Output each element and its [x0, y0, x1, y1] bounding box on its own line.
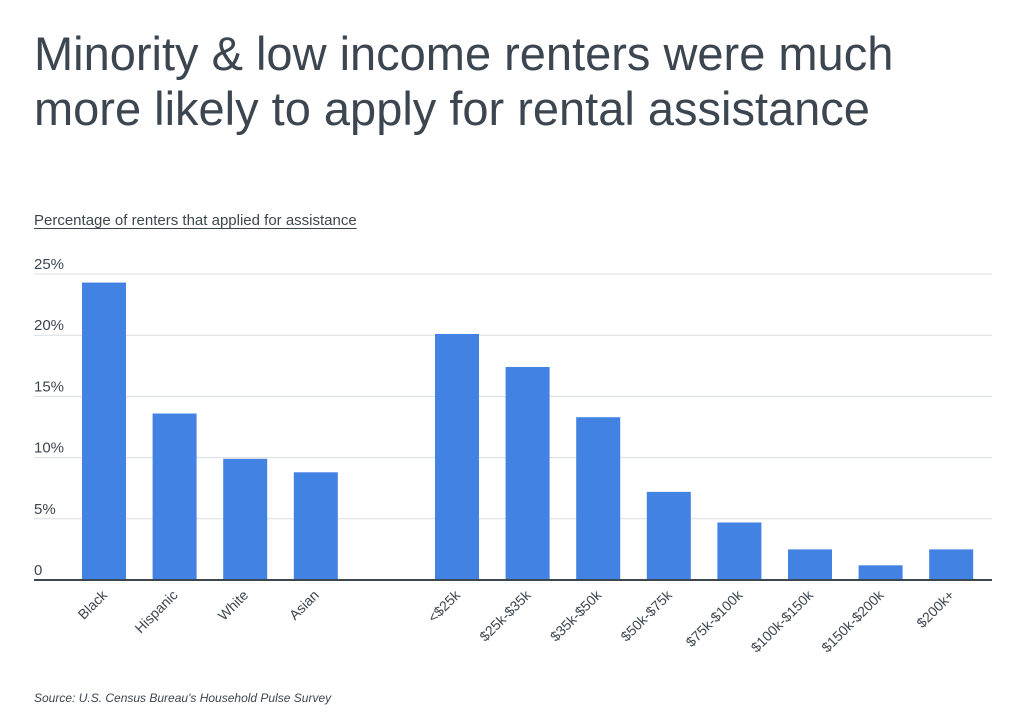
chart-title: Minority & low income renters were much … [34, 27, 894, 135]
bar [223, 458, 268, 580]
x-tick-label: $100k-$150k [748, 586, 817, 655]
bar [717, 522, 762, 580]
y-tick-label: 0 [34, 562, 42, 579]
x-tick-label: $75k-$100k [682, 586, 746, 650]
x-tick-label: Asian [286, 587, 322, 623]
x-tick-label: $25k-$35k [476, 586, 534, 644]
bar [435, 333, 479, 580]
y-tick-label: 15% [34, 378, 64, 395]
bar [929, 549, 974, 580]
y-tick-label: 10% [34, 440, 64, 457]
bar [82, 282, 126, 580]
y-tick-label: 5% [34, 501, 56, 518]
y-tick-label: 20% [34, 317, 64, 334]
source-note: Source: U.S. Census Bureau's Household P… [34, 691, 332, 705]
bar [646, 491, 691, 580]
y-tick-label: 25% [34, 256, 64, 273]
bar [788, 549, 832, 580]
bar [505, 367, 550, 580]
bar-chart: 0 5% 10% 15% 20% 25% Black Hispanic White Asian <$… [34, 256, 992, 655]
x-tick-label: $35k-$50k [547, 586, 605, 644]
bar [152, 413, 197, 580]
x-tick-label: $50k-$75k [617, 586, 675, 644]
x-tick-label: Hispanic [131, 587, 180, 636]
x-tick-label: $150k-$200k [818, 586, 887, 655]
chart-subtitle: Percentage of renters that applied for a… [34, 212, 357, 229]
bar [293, 472, 338, 580]
bar [858, 565, 903, 580]
x-tick-label: Black [75, 586, 111, 622]
bar [576, 417, 621, 580]
x-tick-label: <$25k [425, 586, 464, 625]
x-tick-label: $200k+ [913, 587, 957, 631]
x-tick-label: White [215, 587, 252, 624]
